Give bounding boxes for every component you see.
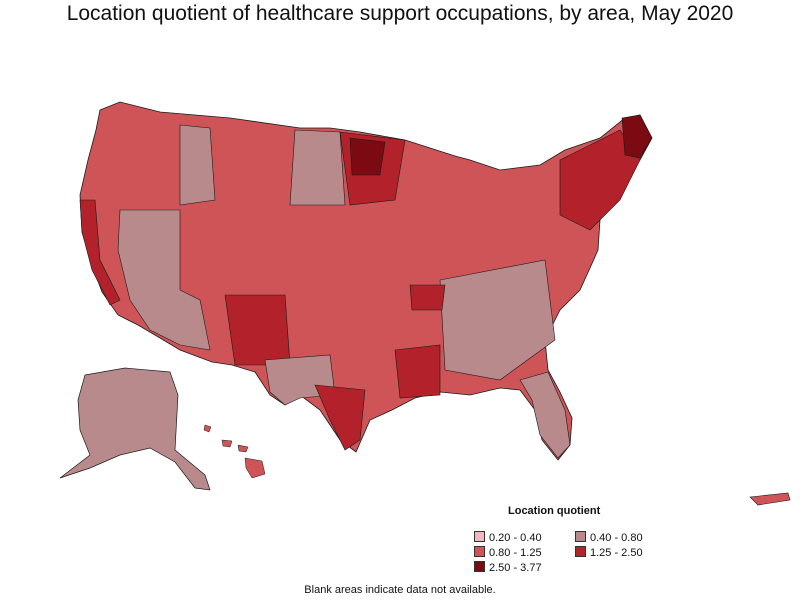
legend-label: 0.20 - 0.40 xyxy=(489,532,542,544)
legend-item-0: 0.20 - 0.40 xyxy=(474,531,542,545)
region-dakotas xyxy=(289,129,346,206)
puerto-rico-region xyxy=(749,492,791,506)
hawaii-island-4 xyxy=(244,457,266,479)
legend-swatch xyxy=(575,531,586,542)
region-west-texas xyxy=(264,354,336,406)
legend-item-4: 2.50 - 3.77 xyxy=(474,561,542,575)
region-south-texas xyxy=(314,384,366,451)
map-title: Location quotient of healthcare support … xyxy=(66,2,734,25)
legend-label: 0.80 - 1.25 xyxy=(489,547,542,559)
region-ozarks xyxy=(409,284,446,311)
region-minnesota-north xyxy=(349,137,386,176)
region-maine xyxy=(621,114,653,159)
region-northwest-interior xyxy=(179,124,216,206)
legend-swatch xyxy=(474,561,485,572)
legend-item-2: 0.80 - 1.25 xyxy=(474,546,542,560)
legend-item-1: 0.40 - 0.80 xyxy=(575,531,643,545)
hawaii-island-2 xyxy=(221,439,233,448)
alaska-region xyxy=(59,367,211,491)
legend-item-3: 1.25 - 2.50 xyxy=(575,546,643,560)
hawaii-island-3 xyxy=(237,444,249,453)
region-new-mexico xyxy=(224,294,291,366)
region-florida xyxy=(519,371,571,459)
legend-swatch xyxy=(474,531,485,542)
legend-swatch xyxy=(474,546,485,557)
region-southeast xyxy=(439,259,556,381)
legend-label: 0.40 - 0.80 xyxy=(590,532,643,544)
region-northeast xyxy=(559,129,641,231)
legend-swatch xyxy=(575,546,586,557)
region-southwest-lower xyxy=(117,209,211,351)
region-louisiana xyxy=(394,344,441,399)
legend-label: 1.25 - 2.50 xyxy=(590,547,643,559)
hawaii-island-1 xyxy=(203,424,212,433)
legend-title: Location quotient xyxy=(508,505,601,517)
legend-label: 2.50 - 3.77 xyxy=(489,562,542,574)
footnote: Blank areas indicate data not available. xyxy=(304,584,496,596)
region-california-coast xyxy=(79,199,121,306)
